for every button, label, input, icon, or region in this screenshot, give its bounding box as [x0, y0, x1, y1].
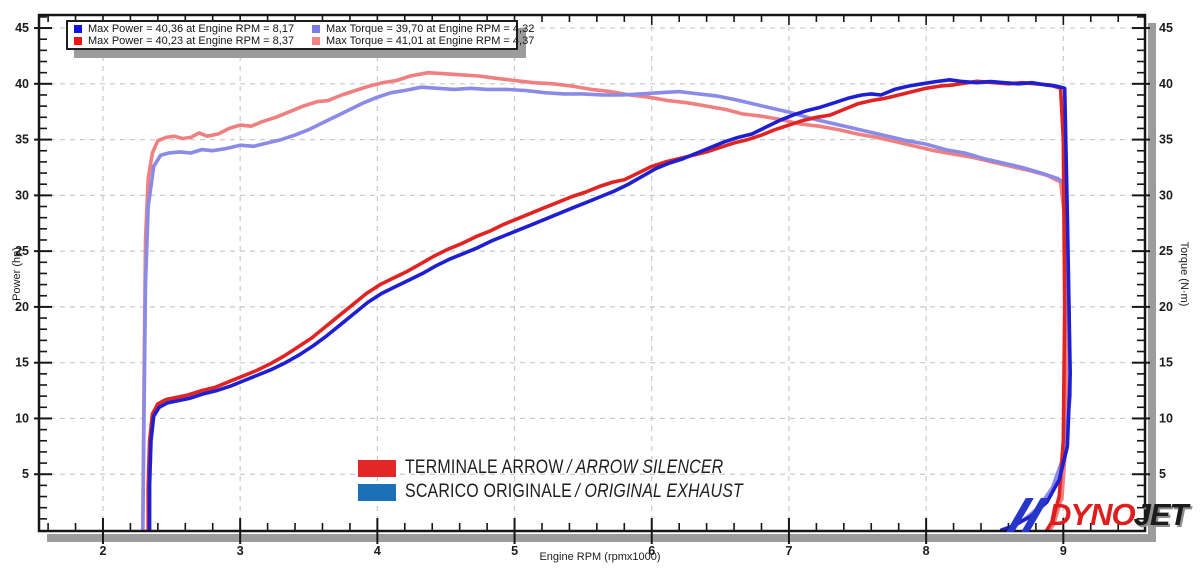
y-tick-label-right: 15: [1159, 356, 1173, 370]
original-exhaust-label: SCARICO ORIGINALE / ORIGINAL EXHAUST: [405, 481, 743, 502]
series-Power - original exhaust: [147, 78, 1072, 532]
y-tick-label-left: 15: [15, 356, 29, 370]
x-tick-label: 3: [237, 544, 244, 558]
arrow-silencer-color-swatch: [358, 459, 396, 477]
y-tick-label-left: 45: [15, 21, 29, 35]
original-exhaust-color-swatch: [358, 483, 396, 501]
x-tick-label: 7: [785, 544, 792, 558]
y-tick-label-right: 35: [1159, 133, 1173, 147]
exhaust-comparison-labels: TERMINALE ARROW / ARROW SILENCER SCARICO …: [358, 457, 807, 507]
axis-ticks: [34, 16, 1150, 544]
frame-shadow: [47, 534, 1156, 542]
x-tick-label: 8: [923, 544, 930, 558]
legend-item: Max Power = 40,23 at Engine RPM = 8,37: [74, 35, 312, 47]
y-tick-label-left: 30: [15, 188, 29, 202]
x-tick-label: 4: [374, 544, 381, 558]
x-tick-label: 2: [99, 544, 106, 558]
y-tick-label-left: 25: [15, 244, 29, 258]
legend-swatch-icon: [312, 37, 320, 45]
y-tick-label-right: 40: [1159, 77, 1173, 91]
series-Torque - original exhaust: [141, 85, 1072, 532]
y-tick-label-left: 40: [15, 77, 29, 91]
y-axis-title-power: Power (hp): [11, 247, 23, 301]
dynojet-logo: DYNO JET: [1006, 495, 1189, 535]
legend-swatch-icon: [74, 37, 82, 45]
frame-shadow: [1148, 23, 1156, 542]
y-tick-label-left: 20: [15, 300, 29, 314]
x-tick-label: 6: [648, 544, 655, 558]
x-tick-label: 5: [511, 544, 518, 558]
y-tick-label-left: 35: [15, 133, 29, 147]
y-tick-label-right: 10: [1159, 411, 1173, 425]
y-axis-title-torque: Torque (N·m): [1178, 241, 1190, 307]
plot-frame: [37, 13, 1147, 533]
arrow-silencer-label-row: TERMINALE ARROW / ARROW SILENCER: [358, 457, 807, 478]
legend-label: Max Torque = 41,01 at Engine RPM = 4,37: [326, 35, 535, 47]
y-tick-label-left: 10: [15, 411, 29, 425]
legend-item: Max Torque = 41,01 at Engine RPM = 4,37: [312, 35, 534, 47]
series-Torque - Arrow silencer: [141, 70, 1070, 532]
y-tick-label-right: 20: [1159, 300, 1173, 314]
y-tick-label-left: 5: [22, 467, 29, 481]
x-tick-label: 9: [1060, 544, 1067, 558]
legend-item: Max Torque = 39,70 at Engine RPM = 4,32: [312, 23, 534, 35]
y-tick-label-right: 30: [1159, 188, 1173, 202]
x-axis-title-rpm: Engine RPM (rpmx1000): [539, 551, 661, 563]
dynojet-logo-jet: JET: [1133, 497, 1189, 532]
series-Power - Arrow silencer: [146, 79, 1067, 532]
legend-item: Max Power = 40,36 at Engine RPM = 8,17: [74, 23, 312, 35]
legend-label: Max Power = 40,36 at Engine RPM = 8,17: [88, 23, 295, 35]
legend-label: Max Power = 40,23 at Engine RPM = 8,37: [88, 35, 295, 47]
original-exhaust-label-row: SCARICO ORIGINALE / ORIGINAL EXHAUST: [358, 481, 807, 502]
y-tick-label-right: 5: [1159, 467, 1166, 481]
legend-swatch-icon: [312, 25, 320, 33]
series-curves: [141, 70, 1072, 532]
max-values-legend: Max Power = 40,36 at Engine RPM = 8,17 Ma…: [66, 20, 534, 50]
dynojet-logo-dyno: DYNO: [1049, 497, 1136, 532]
legend-swatch-icon: [74, 25, 82, 33]
y-tick-label-right: 45: [1159, 21, 1173, 35]
arrow-silencer-label: TERMINALE ARROW / ARROW SILENCER: [405, 457, 724, 478]
y-tick-label-right: 25: [1159, 244, 1173, 258]
legend-label: Max Torque = 39,70 at Engine RPM = 4,32: [326, 23, 535, 35]
